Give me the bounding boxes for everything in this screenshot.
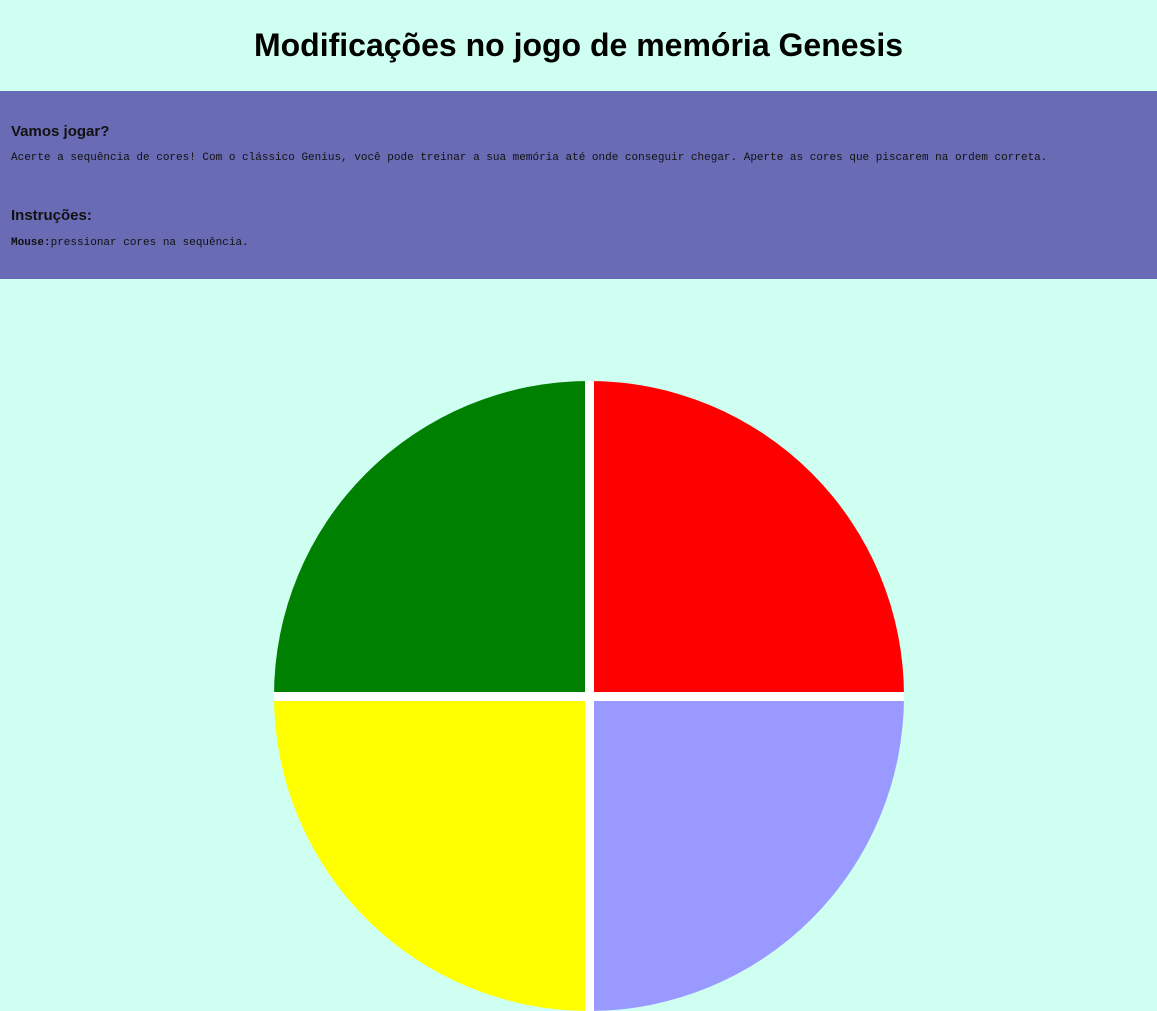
blue-pad[interactable] <box>594 701 904 1011</box>
horizontal-divider <box>274 692 904 701</box>
genius-board <box>274 381 904 1011</box>
info-panel: Vamos jogar? Acerte a sequência de cores… <box>0 91 1157 279</box>
red-pad[interactable] <box>594 381 904 692</box>
intro-text: Acerte a sequência de cores! Com o cláss… <box>11 152 1048 164</box>
green-pad[interactable] <box>274 381 585 692</box>
control-text: pressionar cores na sequência. <box>50 237 249 249</box>
page-title: Modificações no jogo de memória Genesis <box>253 27 904 63</box>
yellow-pad[interactable] <box>274 701 585 1011</box>
instructions-heading: Instruções: <box>11 207 92 224</box>
game-area <box>0 279 1157 1011</box>
intro-heading: Vamos jogar? <box>11 123 110 140</box>
instructions-text: Mouse:pressionar cores na sequência. <box>11 237 249 249</box>
control-label: Mouse: <box>11 237 51 249</box>
